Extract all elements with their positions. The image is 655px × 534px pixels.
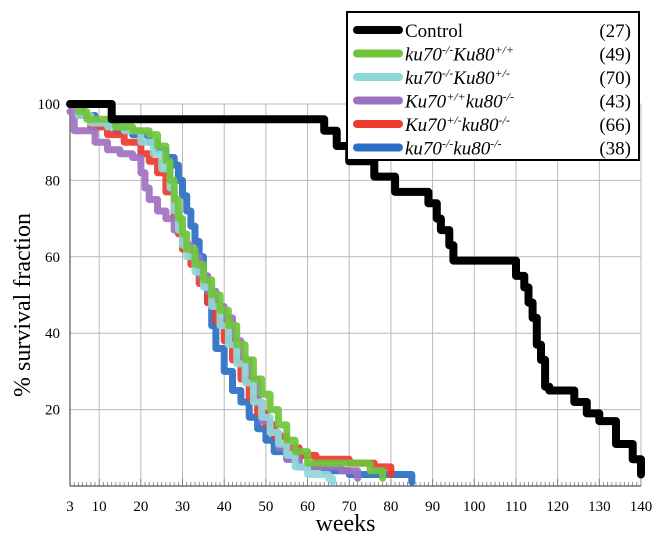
legend-label-part: Ku80	[452, 68, 495, 89]
legend-count: (49)	[599, 45, 631, 66]
legend-label-part: Control	[405, 21, 463, 42]
series-line-ku70-ku80-	[66, 100, 337, 486]
x-tick-label: 60	[300, 499, 315, 515]
legend-label: ku70-/-Ku80+/-	[405, 66, 510, 89]
x-tick-label: 130	[588, 499, 611, 515]
legend-count: (66)	[599, 115, 631, 136]
x-axis-label: weeks	[316, 511, 376, 534]
x-tick-label: 30	[175, 499, 190, 515]
legend-count: (43)	[599, 92, 631, 113]
legend-label: Ku70+/+ku80-/-	[404, 90, 514, 113]
x-tick-label: 3	[66, 499, 74, 515]
legend-label-part: Ku70	[404, 92, 447, 113]
legend-label-part: ku80	[462, 115, 499, 136]
legend-label-part: ku70	[405, 45, 442, 66]
legend-label-part: ku70	[405, 68, 442, 89]
legend-label: ku70-/-Ku80+/+	[405, 43, 514, 66]
y-tick-label: 100	[38, 97, 61, 113]
legend: Control (27)ku70-/-Ku80+/+ (49)ku70-/-Ku80…	[346, 11, 640, 161]
legend-label-part: ku80	[453, 139, 490, 160]
legend-label-superscript: +/+	[494, 43, 514, 57]
y-tick-label: 80	[45, 173, 60, 189]
x-tick-label: 80	[383, 499, 398, 515]
x-tick-label: 10	[92, 499, 107, 515]
legend-label-superscript: +/-	[446, 113, 461, 127]
legend-count: (38)	[599, 139, 631, 160]
legend-box	[346, 11, 640, 161]
legend-label: ku70-/-ku80-/-	[405, 137, 502, 160]
x-tick-label: 90	[425, 499, 440, 515]
legend-entries: Control (27)ku70-/-Ku80+/+ (49)ku70-/-Ku80…	[353, 21, 631, 160]
x-tick-label: 140	[630, 499, 653, 515]
x-tick-label: 100	[463, 499, 486, 515]
x-tick-label: 50	[258, 499, 273, 515]
y-tick-label: 20	[45, 403, 60, 419]
legend-label-part: Ku80	[452, 45, 495, 66]
x-minor-ticks	[69, 479, 642, 486]
legend-count: (27)	[599, 21, 631, 42]
legend-label-part: ku80	[466, 92, 503, 113]
x-tick-label: 120	[546, 499, 569, 515]
y-tick-label: 60	[45, 250, 60, 266]
axes	[69, 104, 641, 487]
legend-label-superscript: -/-	[503, 90, 514, 104]
legend-label-superscript: +/-	[494, 66, 509, 80]
legend-label-superscript: -/-	[490, 137, 501, 151]
tick-labels: 3 10 20 30 40 50 60 70 80 90 100 110 120 130 140 20 40 60…	[38, 97, 653, 515]
x-tick-label: 70	[342, 499, 357, 515]
series-line-ku70-ku80-	[66, 100, 387, 482]
series-line-ku70-ku80-	[66, 100, 395, 478]
x-tick-label: 20	[133, 499, 148, 515]
legend-label-superscript: -/-	[442, 66, 453, 80]
legend-label-part: ku70	[405, 139, 442, 160]
legend-label-superscript: +/+	[446, 90, 466, 104]
x-tick-label: 110	[505, 499, 527, 515]
legend-label-superscript: -/-	[442, 137, 453, 151]
legend-label: Ku70+/-ku80-/-	[404, 113, 510, 136]
y-axis-label: % survival fraction	[10, 213, 36, 397]
legend-label-superscript: -/-	[442, 43, 453, 57]
legend-label-superscript: -/-	[499, 113, 510, 127]
legend-count: (70)	[599, 68, 631, 89]
y-tick-label: 40	[45, 326, 60, 342]
legend-label-part: Ku70	[404, 115, 447, 136]
x-tick-label: 40	[217, 499, 232, 515]
legend-label: Control	[405, 21, 463, 42]
